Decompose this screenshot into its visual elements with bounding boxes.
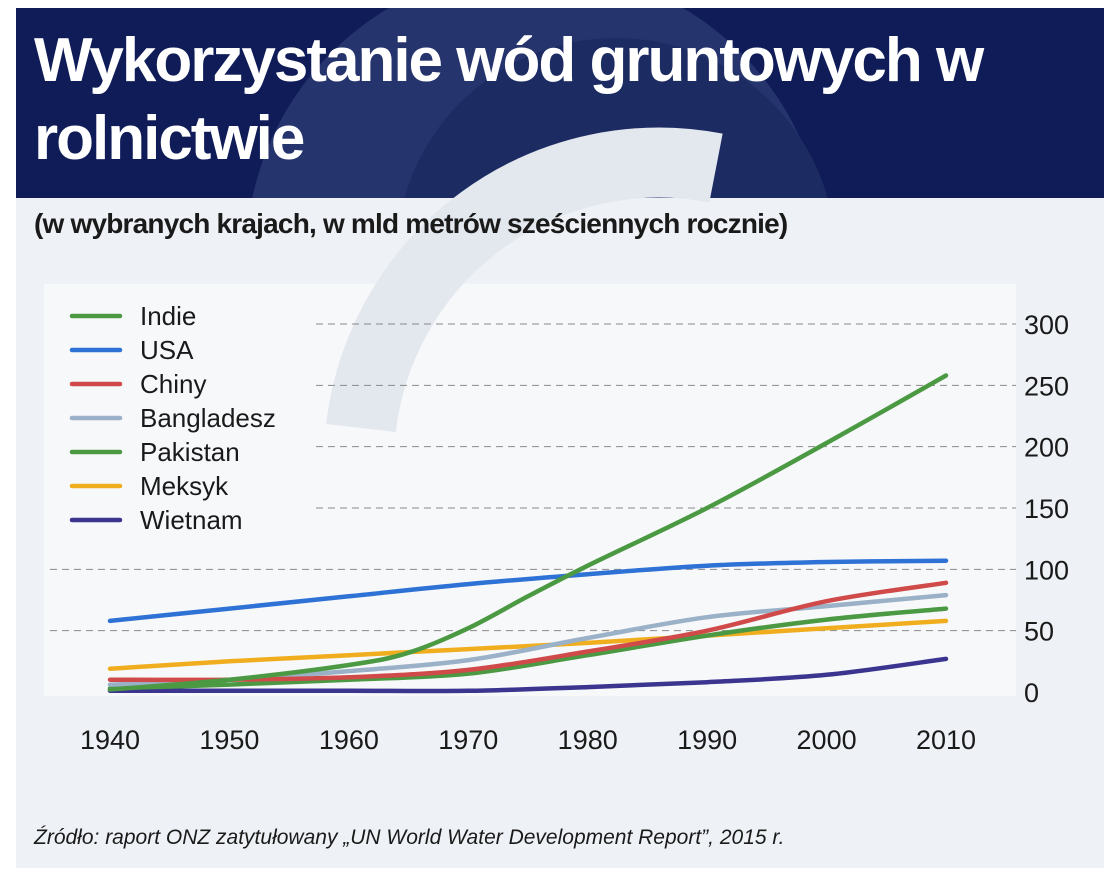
legend-label: Meksyk — [140, 471, 229, 501]
x-tick-label: 1980 — [558, 725, 618, 755]
legend-item-chiny: Chiny — [69, 369, 206, 399]
y-tick-label: 250 — [1024, 371, 1069, 401]
legend-item-meksyk: Meksyk — [69, 471, 229, 501]
x-tick-label: 1970 — [438, 725, 498, 755]
legend-label: Bangladesz — [140, 403, 276, 433]
legend-label: USA — [140, 335, 194, 365]
infographic-panel: Wykorzystanie wód gruntowych w rolnictwi… — [16, 8, 1104, 868]
legend: Indie USA Chiny Bangladesz Pakistan Meksyk Wie… — [69, 301, 276, 535]
x-tick-label: 1940 — [80, 725, 140, 755]
x-tick-label: 1990 — [677, 725, 737, 755]
legend-item-bangladesz: Bangladesz — [69, 403, 276, 433]
x-tick-label: 1950 — [199, 725, 259, 755]
y-tick-label: 0 — [1024, 678, 1039, 708]
source-note: Źródło: raport ONZ zatytułowany „UN Worl… — [34, 826, 785, 849]
watermark-arc — [326, 127, 723, 433]
header-deco-inner-circle — [404, 38, 828, 198]
y-tick-label: 200 — [1024, 433, 1069, 463]
legend-item-usa: USA — [69, 335, 194, 365]
legend-item-wietnam: Wietnam — [69, 505, 243, 535]
legend-label: Indie — [140, 301, 196, 331]
page-title: Wykorzystanie wód gruntowych w rolnictwi… — [34, 26, 984, 173]
series-line-indie — [107, 373, 949, 692]
legend-label: Chiny — [140, 369, 206, 399]
legend-label: Pakistan — [140, 437, 240, 467]
y-axis-ticks: 0 50 100 150 200 250 300 — [1024, 310, 1069, 708]
x-tick-label: 2010 — [916, 725, 976, 755]
series-lines — [107, 373, 949, 694]
legend-item-pakistan: Pakistan — [69, 437, 240, 467]
y-tick-label: 100 — [1024, 555, 1069, 585]
x-axis-ticks: 1940 1950 1960 1970 1980 1990 2000 2010 — [80, 725, 976, 755]
y-tick-label: 300 — [1024, 310, 1069, 340]
series-line-meksyk — [107, 618, 949, 671]
legend-item-indie: Indie — [69, 301, 196, 331]
legend-label: Wietnam — [140, 505, 243, 535]
grid-lines — [50, 323, 1016, 632]
y-tick-label: 150 — [1024, 494, 1069, 524]
x-tick-label: 2000 — [797, 725, 857, 755]
series-line-pakistan — [107, 606, 949, 691]
chart-subtitle: (w wybranych krajach, w mld metrów sześc… — [34, 208, 788, 239]
series-line-usa — [107, 558, 949, 624]
y-tick-label: 50 — [1024, 617, 1054, 647]
series-line-wietnam — [107, 656, 949, 694]
x-tick-label: 1960 — [319, 725, 379, 755]
